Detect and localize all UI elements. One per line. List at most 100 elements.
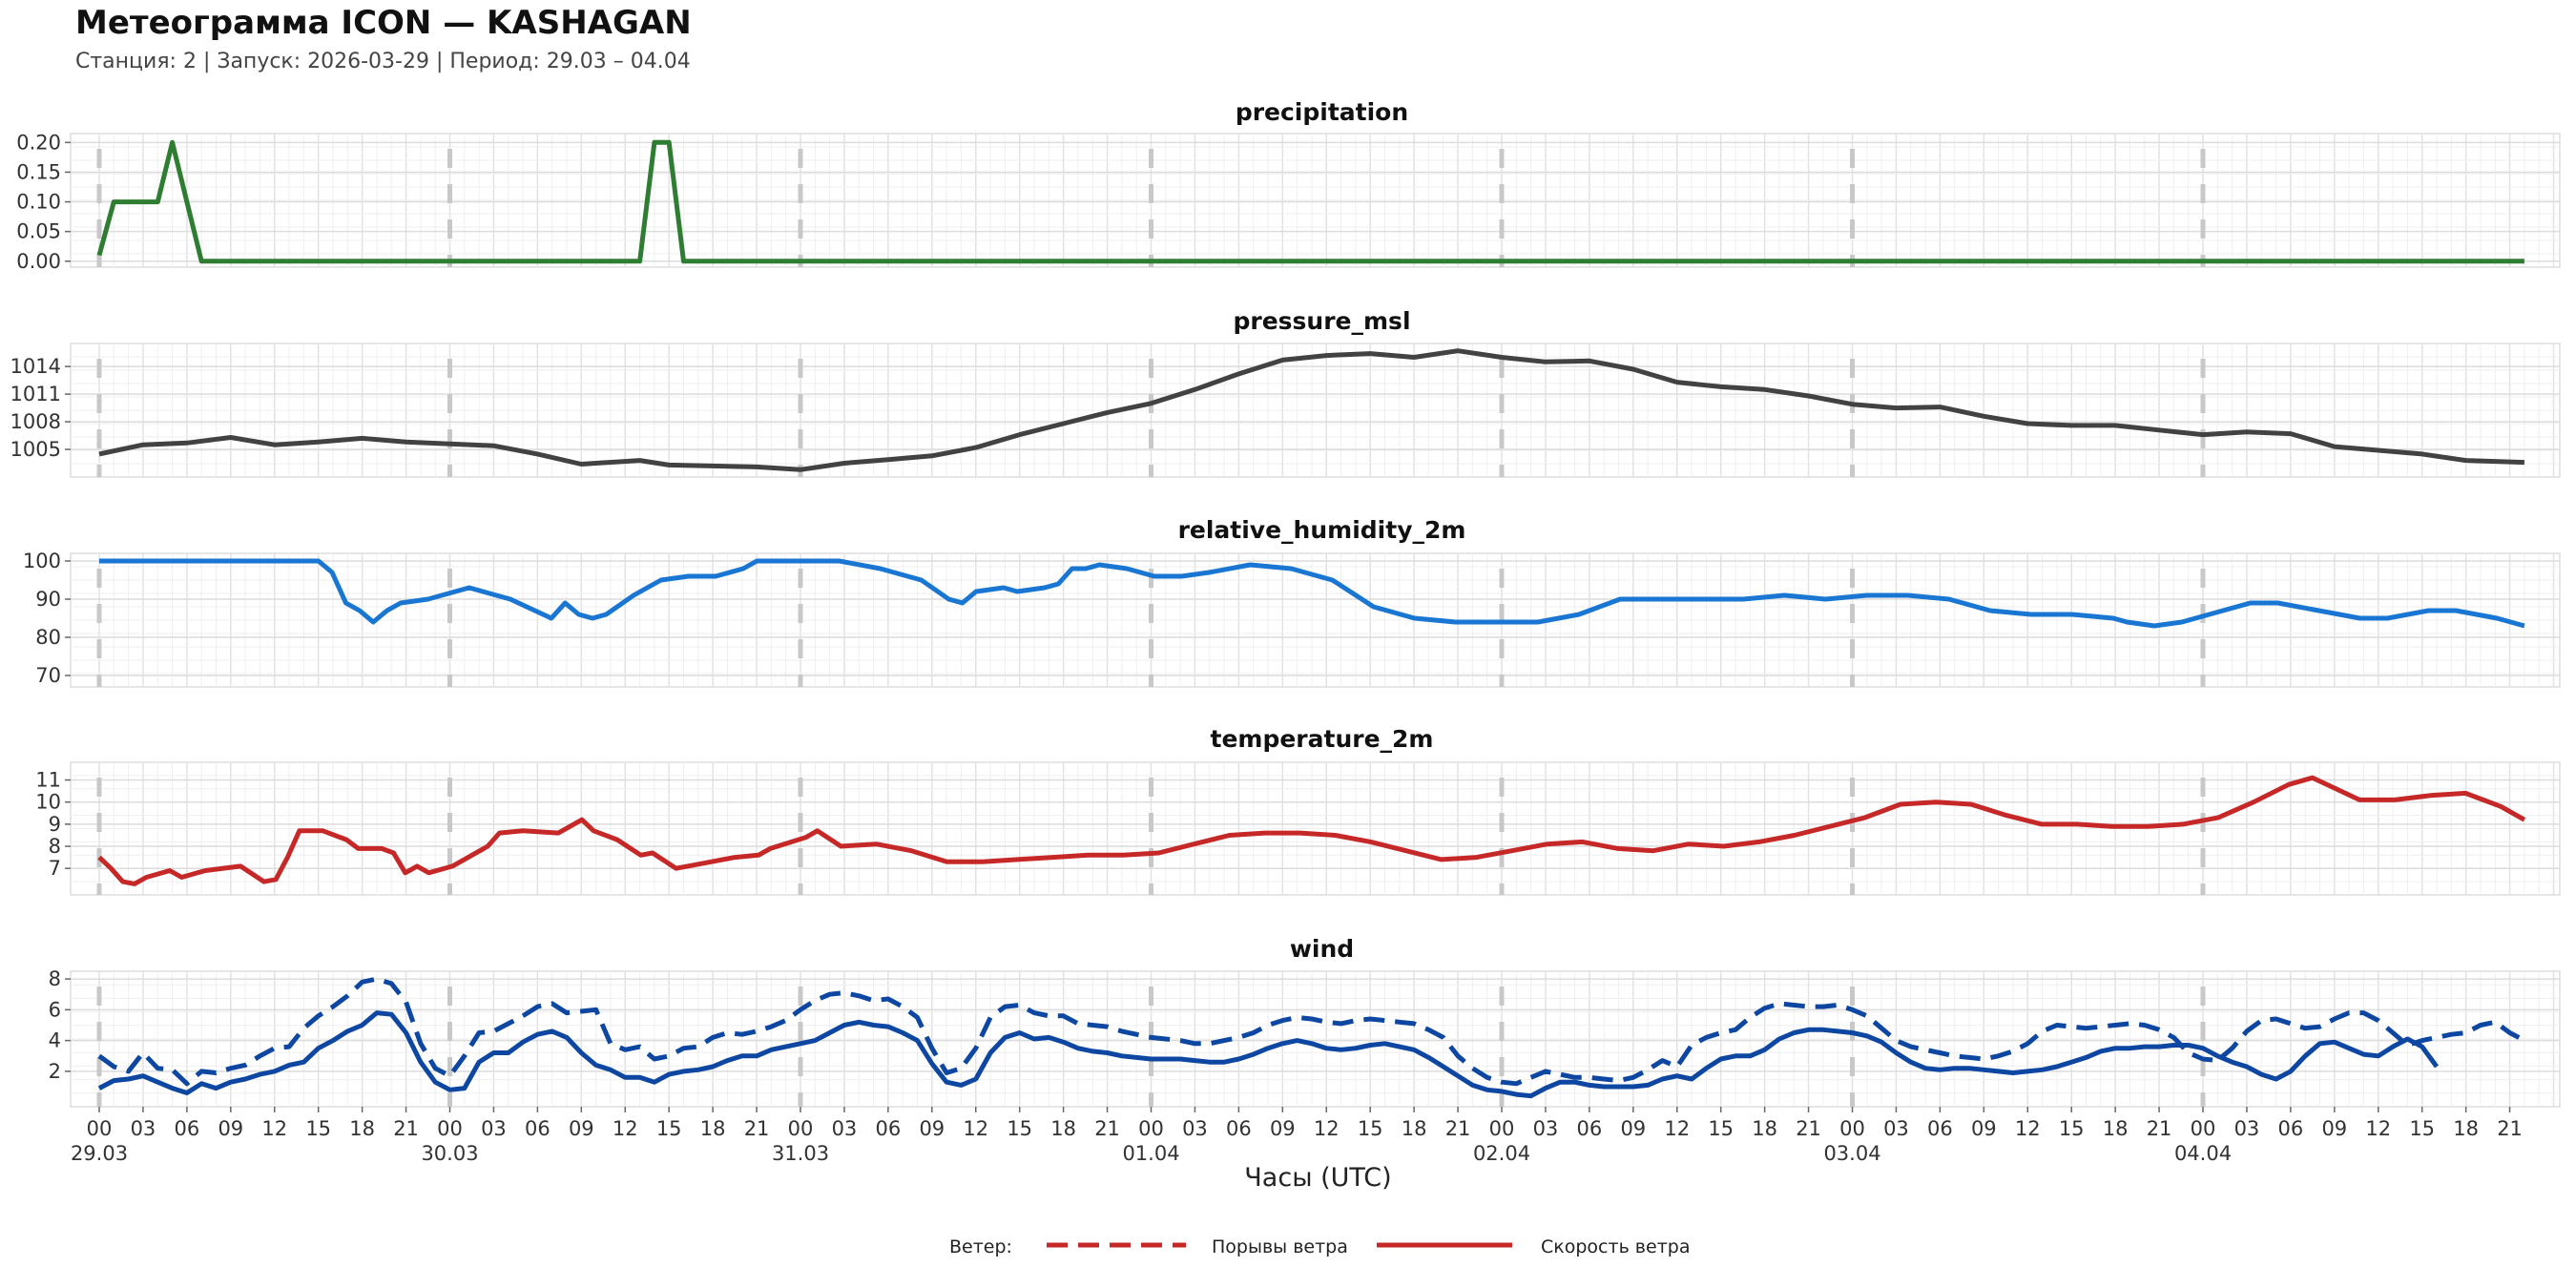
x-tick-label-hour: 18 — [1050, 1117, 1076, 1140]
x-axis: 00 03 06 09 12 15 18 21 00 03 06 09 12 15 18 21 00 03 06 09… — [71, 1107, 2523, 1193]
y-tick-label: 10 — [35, 791, 61, 814]
x-tick-label-hour: 06 — [1927, 1117, 1953, 1140]
y-tick-label: 1005 — [10, 438, 61, 461]
x-tick-label-hour: 21 — [1445, 1117, 1471, 1140]
x-tick-label-hour: 00 — [2191, 1117, 2216, 1140]
y-tick-label: 0.00 — [16, 250, 61, 273]
x-tick-label-hour: 06 — [876, 1117, 902, 1140]
x-tick-label-date: 04.04 — [2174, 1142, 2232, 1165]
series-line-precipitation — [96, 139, 2524, 264]
y-tick-label: 8 — [49, 967, 61, 990]
x-tick-label-hour: 12 — [261, 1117, 287, 1140]
y-tick-label: 0.10 — [16, 191, 61, 214]
panel-title: precipitation — [1236, 98, 1408, 126]
x-tick-label-hour: 15 — [1708, 1117, 1734, 1140]
x-tick-label-hour: 03 — [1883, 1117, 1909, 1140]
y-tick-label: 9 — [49, 813, 61, 836]
panel-precipitation: 0.00 0.05 0.10 0.15 0.20 precipitation — [16, 98, 2561, 273]
y-tick-label: 1014 — [10, 355, 61, 378]
panel-wind: 2 4 6 8 wind — [49, 935, 2561, 1108]
x-tick-label-hour: 06 — [1577, 1117, 1603, 1140]
x-tick-label-date: 02.04 — [1473, 1142, 1530, 1165]
x-tick-label-hour: 15 — [656, 1117, 682, 1140]
x-tick-label-hour: 12 — [1314, 1117, 1340, 1140]
x-tick-label-hour: 18 — [1752, 1117, 1777, 1140]
x-tick-label-hour: 18 — [2453, 1117, 2479, 1140]
x-tick-label-date: 01.04 — [1122, 1142, 1179, 1165]
x-tick-label-hour: 21 — [1094, 1117, 1120, 1140]
x-tick-label-date: 31.03 — [772, 1142, 829, 1165]
x-tick-label-hour: 15 — [1007, 1117, 1032, 1140]
x-tick-label-hour: 06 — [175, 1117, 200, 1140]
x-tick-label-hour: 09 — [569, 1117, 594, 1140]
legend-item-speed: Скорость ветра — [1541, 1236, 1690, 1257]
y-tick-label: 0.20 — [16, 131, 61, 154]
x-tick-label-hour: 21 — [1796, 1117, 1821, 1140]
panel-pressure_msl: 1005 1008 1011 1014 pressure_msl — [10, 307, 2561, 478]
x-tick-label-hour: 03 — [1182, 1117, 1208, 1140]
y-tick-label: 0.15 — [16, 160, 61, 183]
legend-label: Ветер: — [949, 1236, 1012, 1257]
x-tick-label-hour: 12 — [963, 1117, 988, 1140]
x-tick-label-hour: 15 — [1358, 1117, 1383, 1140]
x-tick-label-hour: 21 — [744, 1117, 770, 1140]
x-tick-label-hour: 09 — [1270, 1117, 1296, 1140]
y-tick-label: 100 — [23, 550, 61, 572]
x-tick-label-hour: 15 — [2409, 1117, 2435, 1140]
x-tick-label-hour: 09 — [218, 1117, 243, 1140]
x-tick-label-hour: 09 — [1620, 1117, 1646, 1140]
legend-item-gusts: Порывы ветра — [1212, 1236, 1348, 1257]
panel-title: relative_humidity_2m — [1178, 516, 1466, 544]
x-tick-label-hour: 03 — [832, 1117, 858, 1140]
x-tick-label-hour: 00 — [1138, 1117, 1164, 1140]
x-tick-label-hour: 03 — [131, 1117, 156, 1140]
x-tick-label-hour: 00 — [788, 1117, 814, 1140]
y-tick-label: 1011 — [10, 383, 61, 405]
x-tick-label-date: 30.03 — [421, 1142, 478, 1165]
x-tick-label-hour: 00 — [1489, 1117, 1515, 1140]
y-tick-label: 2 — [49, 1060, 61, 1083]
chart-subtitle: Станция: 2 | Запуск: 2026-03-29 | Период… — [75, 50, 691, 73]
x-tick-label-hour: 06 — [525, 1117, 551, 1140]
panel-relative_humidity_2m: 70 80 90 100 relative_humidity_2m — [23, 516, 2561, 688]
x-tick-label-hour: 09 — [2321, 1117, 2347, 1140]
panel-title: wind — [1290, 935, 1354, 963]
x-tick-label-hour: 12 — [2365, 1117, 2391, 1140]
chart-title: Метеограмма ICON — KASHAGAN — [75, 4, 692, 42]
y-tick-label: 7 — [49, 857, 61, 880]
y-tick-label: 6 — [49, 998, 61, 1021]
panel-title: pressure_msl — [1233, 307, 1410, 335]
y-tick-label: 4 — [49, 1029, 61, 1052]
x-tick-label-hour: 18 — [700, 1117, 726, 1140]
series-line-Порывы ветра — [97, 976, 2526, 1087]
series-line-relative_humidity_2m — [99, 558, 2525, 629]
x-tick-label-hour: 21 — [2497, 1117, 2523, 1140]
x-tick-label-hour: 00 — [437, 1117, 463, 1140]
x-tick-label-hour: 03 — [2234, 1117, 2260, 1140]
y-tick-label: 80 — [35, 626, 61, 649]
y-tick-label: 90 — [35, 588, 61, 611]
y-tick-label: 1008 — [10, 410, 61, 433]
x-tick-label-hour: 21 — [2147, 1117, 2172, 1140]
x-tick-label-hour: 15 — [2059, 1117, 2085, 1140]
x-tick-label-hour: 15 — [305, 1117, 331, 1140]
legend: Ветер: Порывы ветра Скорость ветра — [949, 1236, 1690, 1257]
y-tick-label: 0.05 — [16, 220, 61, 243]
x-tick-label-date: 29.03 — [71, 1142, 128, 1165]
x-tick-label-date: 03.04 — [1823, 1142, 1880, 1165]
x-axis-label: Часы (UTC) — [1244, 1163, 1391, 1193]
x-tick-label-hour: 09 — [919, 1117, 945, 1140]
y-tick-label: 70 — [35, 664, 61, 687]
series-line-pressure_msl — [98, 348, 2524, 472]
x-tick-label-hour: 18 — [1402, 1117, 1427, 1140]
series-line-temperature_2m — [97, 775, 2526, 886]
x-tick-label-hour: 03 — [481, 1117, 507, 1140]
x-tick-label-hour: 12 — [613, 1117, 638, 1140]
x-tick-label-hour: 00 — [1839, 1117, 1865, 1140]
x-tick-label-hour: 03 — [1533, 1117, 1559, 1140]
x-tick-label-hour: 09 — [1971, 1117, 1997, 1140]
series-line-Скорость ветра — [97, 1010, 2440, 1099]
x-tick-label-hour: 18 — [2103, 1117, 2129, 1140]
